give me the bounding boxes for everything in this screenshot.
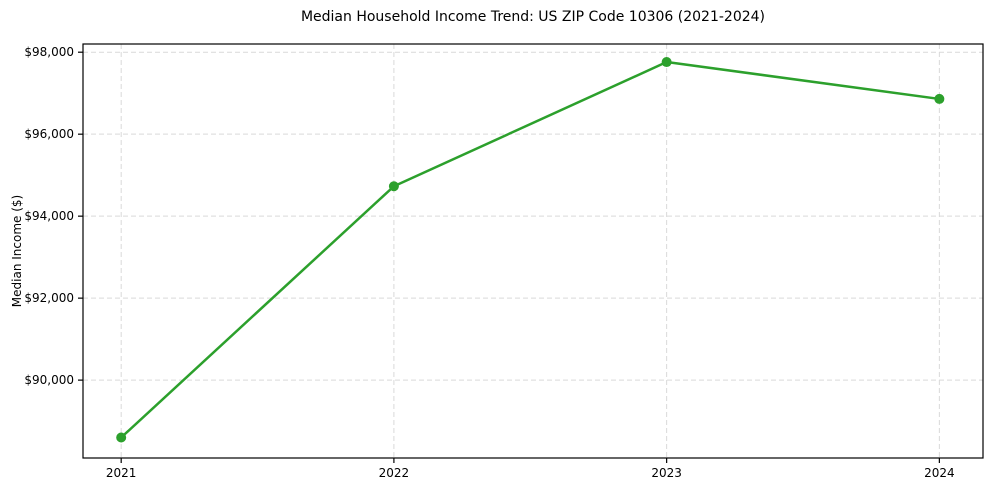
y-tick-label: $94,000 [24,209,74,223]
y-tick-label: $90,000 [24,373,74,387]
data-point-marker [661,57,672,68]
data-point-marker [388,181,399,192]
plot-border [82,43,984,459]
x-tick-label: 2023 [651,466,682,480]
chart-title: Median Household Income Trend: US ZIP Co… [300,9,766,25]
x-tick-label: 2024 [924,466,955,480]
x-tick-label: 2022 [379,466,410,480]
y-tick-label: $98,000 [24,45,74,59]
trend-line [119,60,941,439]
y-tick-label: $96,000 [24,127,74,141]
x-tick-label: 2021 [106,466,137,480]
data-point-marker [934,93,945,104]
data-point-marker [116,432,127,443]
y-tick-label: $92,000 [24,291,74,305]
